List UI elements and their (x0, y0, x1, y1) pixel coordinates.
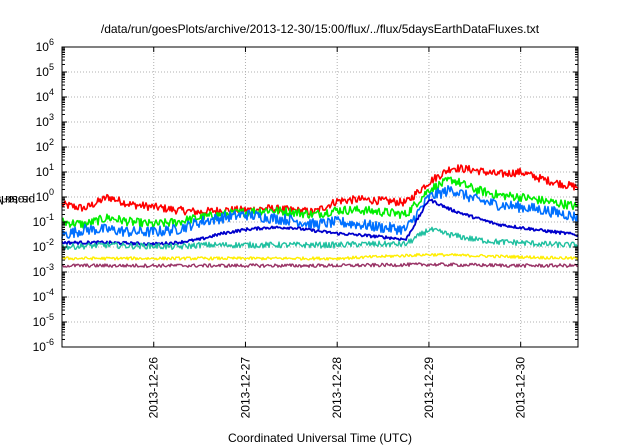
x-tick-label: 2013-12-27 (238, 357, 252, 419)
x-tick-label: 2013-12-26 (147, 357, 161, 419)
y-ticks: 10-6 10-5 10-4 10-3 10-2 10-1 100 101 102 103 104 1… (33, 37, 578, 354)
series-line-7 (61, 262, 579, 269)
y-tick-label: 104 (36, 87, 54, 104)
grid-lines (62, 47, 578, 347)
y-tick-label: 10-2 (33, 237, 54, 254)
x-axis-label: Coordinated Universal Time (UTC) (227, 431, 413, 445)
series-line-1 (61, 164, 579, 216)
y-tick-label: 101 (36, 162, 54, 179)
y-tick-label: 105 (36, 62, 54, 79)
y-tick-label: 103 (36, 112, 54, 129)
y-tick-label: 100 (36, 187, 54, 204)
x-tick-label: 2013-12-28 (330, 357, 344, 419)
x-tick-label: 2013-12-30 (514, 357, 528, 419)
series-line-2 (61, 176, 579, 229)
x-tick-label: 2013-12-29 (422, 357, 436, 419)
y-tick-label: 102 (36, 137, 54, 154)
series-line-5 (61, 226, 579, 251)
y-tick-label: 10-1 (33, 212, 54, 229)
x-ticks: 2013-12-26 2013-12-27 2013-12-28 2013-12-29… (147, 47, 528, 418)
y-tick-label: 106 (36, 37, 54, 54)
y-tick-label: 10-6 (33, 337, 54, 354)
y-tick-label: 10-4 (33, 287, 54, 304)
y-tick-label: 10-3 (33, 262, 54, 279)
series-line-6 (61, 252, 579, 261)
chart-title: /data/run/goesPlots/archive/2013-12-30/1… (100, 22, 540, 36)
series-line-4 (61, 198, 579, 247)
series-layer (61, 164, 579, 269)
y-tick-label: 10-5 (33, 312, 54, 329)
series-line-3 (61, 185, 579, 239)
